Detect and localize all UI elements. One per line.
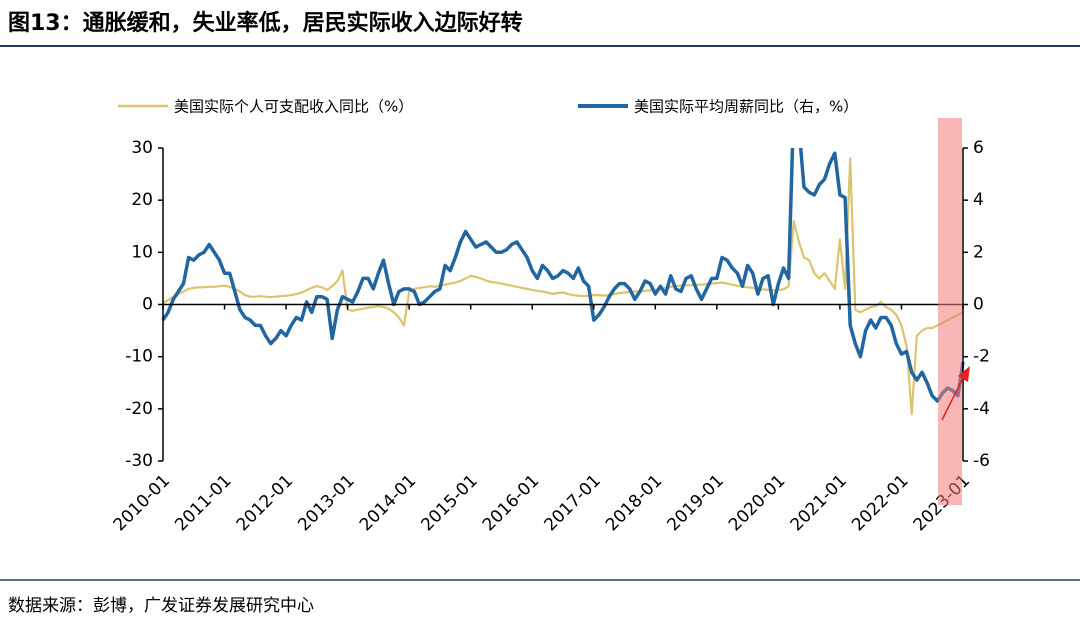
series-line <box>161 148 965 403</box>
y-tick-label: -30 <box>125 451 153 471</box>
y-tick-label: 0 <box>142 295 153 315</box>
x-tick-label: 2015-01 <box>417 471 481 535</box>
x-tick-label: 2018-01 <box>602 471 666 535</box>
x-tick-label: 2017-01 <box>540 471 604 535</box>
y-tick-label: -20 <box>125 399 153 419</box>
y2-tick-label: 2 <box>973 242 984 262</box>
y-tick-label: -10 <box>125 347 153 367</box>
arrow-shaft <box>941 375 965 421</box>
x-tick-label: 2021-01 <box>787 471 851 535</box>
y2-tick-label: 4 <box>973 190 984 210</box>
x-tick-label: 2022-01 <box>848 471 912 535</box>
x-tick-label: 2019-01 <box>664 471 728 535</box>
plot <box>161 148 965 416</box>
x-tick-label: 2016-01 <box>479 471 543 535</box>
source: 数据来源：彭博，广发证券发展研究中心 <box>8 596 314 616</box>
x-tick-label: 2012-01 <box>233 471 297 535</box>
chart-title: 图13：通胀缓和，失业率低，居民实际收入边际好转 <box>8 10 523 36</box>
y-tick-label: 20 <box>131 190 153 210</box>
y2-tick-label: -2 <box>973 347 990 367</box>
y2-tick-label: -6 <box>973 451 990 471</box>
x-tick-label: 2011-01 <box>171 471 235 535</box>
y2-tick-label: -4 <box>973 399 990 419</box>
x-tick-label: 2013-01 <box>294 471 358 535</box>
x-tick-label: 2014-01 <box>356 471 420 535</box>
x-tick-label: 2010-01 <box>110 471 174 535</box>
arrow-head <box>958 366 970 382</box>
series-line <box>162 157 964 416</box>
x-tick-label: 2020-01 <box>725 471 789 535</box>
legend-label: 美国实际平均周薪同比（右，%） <box>634 98 858 116</box>
y-tick-label: 10 <box>131 242 153 262</box>
y2-tick-label: 0 <box>973 295 984 315</box>
highlight-band <box>938 118 962 505</box>
y2-tick-label: 6 <box>973 138 984 158</box>
legend-label: 美国实际个人可支配收入同比（%） <box>174 98 413 116</box>
y-tick-label: 30 <box>131 138 153 158</box>
